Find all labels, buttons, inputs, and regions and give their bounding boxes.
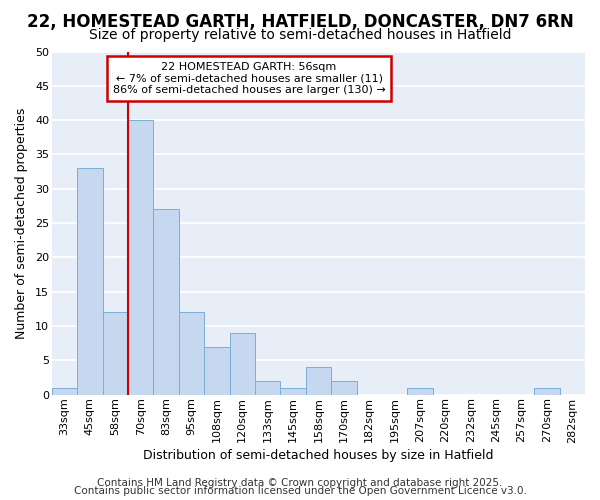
Bar (255, 381, 280, 394)
Bar (230, 333, 255, 394)
Y-axis label: Number of semi-detached properties: Number of semi-detached properties (15, 108, 28, 339)
Bar (77, 168, 103, 394)
Bar (331, 381, 356, 394)
Bar (407, 388, 433, 394)
Text: Size of property relative to semi-detached houses in Hatfield: Size of property relative to semi-detach… (89, 28, 511, 42)
Text: 22, HOMESTEAD GARTH, HATFIELD, DONCASTER, DN7 6RN: 22, HOMESTEAD GARTH, HATFIELD, DONCASTER… (26, 12, 574, 30)
Bar (128, 120, 154, 394)
Bar (52, 388, 77, 394)
Bar (179, 312, 204, 394)
Text: 22 HOMESTEAD GARTH: 56sqm
← 7% of semi-detached houses are smaller (11)
86% of s: 22 HOMESTEAD GARTH: 56sqm ← 7% of semi-d… (113, 62, 385, 95)
Bar (103, 312, 128, 394)
Bar (204, 346, 230, 395)
Bar (534, 388, 560, 394)
Text: Contains HM Land Registry data © Crown copyright and database right 2025.: Contains HM Land Registry data © Crown c… (97, 478, 503, 488)
X-axis label: Distribution of semi-detached houses by size in Hatfield: Distribution of semi-detached houses by … (143, 450, 494, 462)
Text: Contains public sector information licensed under the Open Government Licence v3: Contains public sector information licen… (74, 486, 526, 496)
Bar (280, 388, 306, 394)
Bar (154, 210, 179, 394)
Bar (306, 367, 331, 394)
